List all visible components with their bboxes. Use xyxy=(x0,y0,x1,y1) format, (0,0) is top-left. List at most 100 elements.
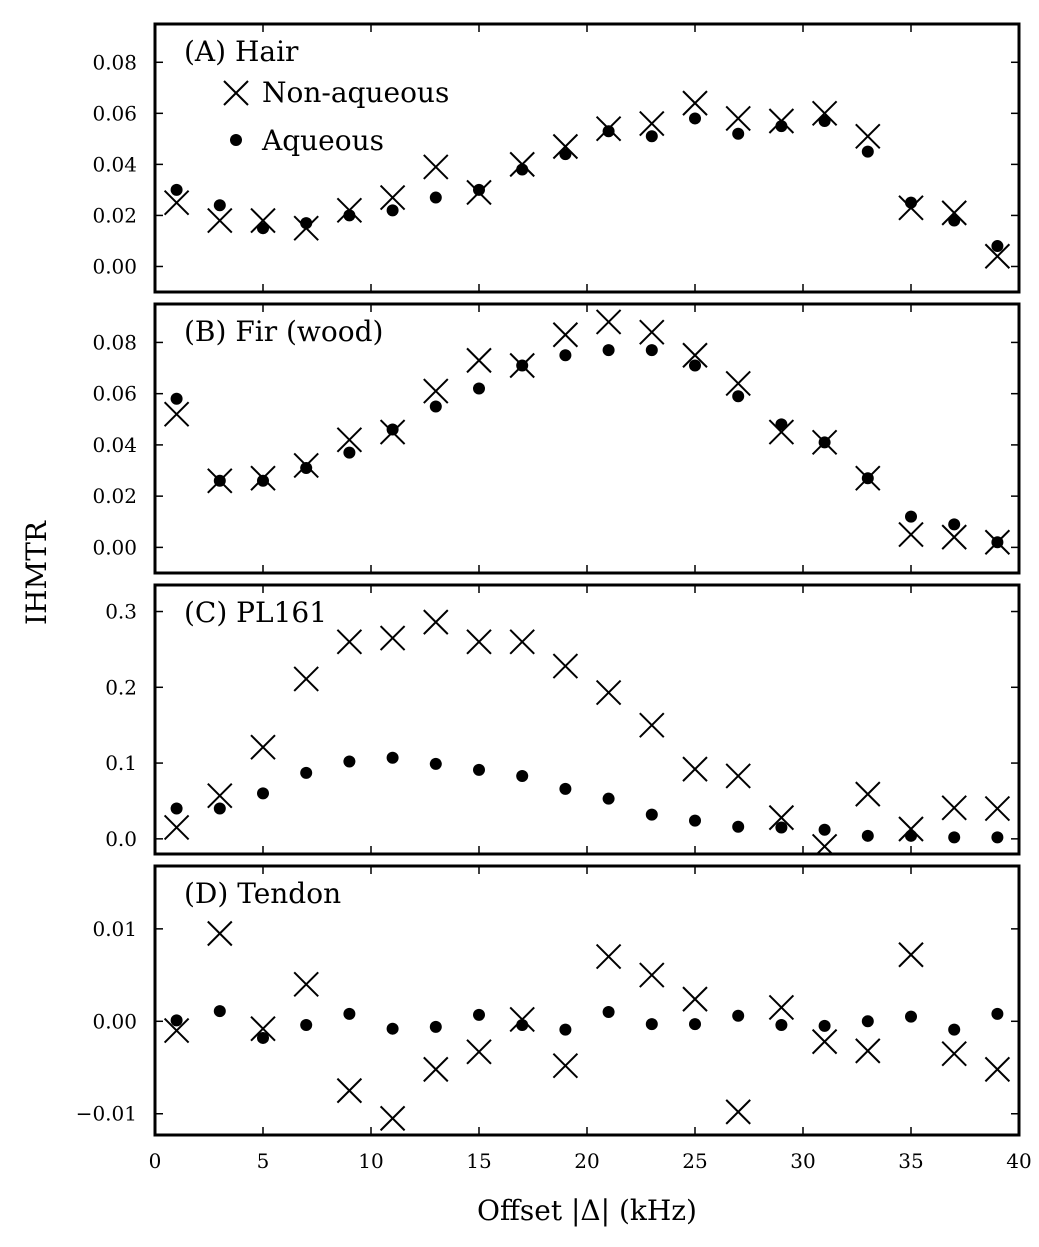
y-tick-label: 0.3 xyxy=(105,600,137,624)
y-tick-label: 0.02 xyxy=(92,203,137,227)
aqueous-point xyxy=(602,344,615,357)
non-aqueous-point xyxy=(336,427,363,453)
aqueous-point xyxy=(602,125,615,138)
aqueous-point xyxy=(645,344,658,357)
aqueous-point xyxy=(170,183,183,196)
aqueous-point xyxy=(861,472,874,485)
non-aqueous-point xyxy=(682,342,708,368)
y-tick-label: 0.06 xyxy=(92,382,137,406)
non-aqueous-point xyxy=(250,207,276,234)
non-aqueous-point xyxy=(984,243,1011,269)
non-aqueous-point xyxy=(941,795,967,821)
y-tick-label: 0.08 xyxy=(92,330,137,354)
aqueous-point xyxy=(559,1023,572,1036)
aqueous-point xyxy=(991,536,1004,549)
aqueous-point xyxy=(343,1007,356,1020)
panel-0: 0.00 0.02 0.04 0.06 0.08 (A) Hair xyxy=(92,22,1021,294)
non-aqueous-point xyxy=(379,1105,406,1132)
legend-aqueous-label: Aqueous xyxy=(261,124,384,157)
aqueous-point xyxy=(213,199,226,212)
aqueous-point xyxy=(818,436,831,449)
non-aqueous-point xyxy=(595,679,622,706)
non-aqueous-point xyxy=(595,943,622,970)
aqueous-point xyxy=(905,829,917,842)
non-aqueous-point xyxy=(379,184,406,211)
panel-3: 0 5 10 15 20 25 30 35 40 −0.01 0.00 0.01 (D) Tendon xyxy=(76,864,1032,1173)
non-aqueous-point xyxy=(466,629,492,655)
non-aqueous-point xyxy=(855,1038,881,1064)
non-aqueous-point xyxy=(682,986,708,1012)
non-aqueous-point xyxy=(163,1017,190,1044)
non-aqueous-point xyxy=(682,90,708,116)
non-aqueous-point xyxy=(682,756,708,782)
aqueous-point xyxy=(905,196,917,209)
non-aqueous-point xyxy=(639,962,665,988)
x-tick-label: 10 xyxy=(358,1149,383,1173)
aqueous-point xyxy=(818,114,831,127)
data-marks xyxy=(163,90,1011,269)
aqueous-point xyxy=(429,400,442,413)
aqueous-point xyxy=(732,1009,745,1022)
x-tick-label: 25 xyxy=(682,1149,707,1173)
panel-frame xyxy=(153,22,1021,294)
aqueous-point xyxy=(257,1031,269,1044)
non-aqueous-point xyxy=(984,1056,1011,1083)
aqueous-point xyxy=(602,792,615,805)
non-aqueous-point xyxy=(855,123,881,150)
aqueous-point xyxy=(386,423,399,436)
legend: Non-aqueous Aqueous xyxy=(223,76,449,157)
y-tick-label: 0.02 xyxy=(92,484,137,508)
aqueous-point xyxy=(775,120,788,133)
aqueous-point xyxy=(257,787,269,800)
non-aqueous-point xyxy=(163,814,190,841)
aqueous-point xyxy=(689,112,701,125)
aqueous-point xyxy=(213,802,226,815)
aqueous-point xyxy=(516,769,529,782)
aqueous-point xyxy=(257,222,269,235)
aqueous-point xyxy=(473,1008,485,1021)
legend-x-glyph xyxy=(223,80,249,106)
aqueous-point xyxy=(645,1018,658,1031)
non-aqueous-point xyxy=(552,653,579,679)
non-aqueous-point xyxy=(811,833,838,854)
non-aqueous-point xyxy=(941,200,967,226)
aqueous-point xyxy=(429,191,442,204)
non-aqueous-point xyxy=(768,419,795,445)
y-tick-label: 0.1 xyxy=(105,751,137,775)
aqueous-point xyxy=(905,1010,917,1023)
y-tick-label: 0.08 xyxy=(92,50,137,74)
legend-non-aqueous-marker xyxy=(223,80,249,106)
aqueous-point xyxy=(429,1020,442,1033)
non-aqueous-point xyxy=(898,942,924,968)
non-aqueous-point xyxy=(423,154,449,180)
non-aqueous-point xyxy=(207,207,233,234)
panel-title: (A) Hair xyxy=(184,35,299,68)
aqueous-point xyxy=(732,127,745,140)
non-aqueous-point xyxy=(725,370,751,397)
non-aqueous-point xyxy=(552,133,579,160)
non-aqueous-point xyxy=(725,1099,751,1125)
non-aqueous-point xyxy=(293,971,319,998)
aqueous-point xyxy=(861,145,874,158)
aqueous-point xyxy=(775,1018,788,1031)
y-tick-label: 0.00 xyxy=(92,535,137,559)
non-aqueous-point xyxy=(293,666,319,692)
panel-title: (C) PL161 xyxy=(184,596,327,629)
y-tick-label: 0.2 xyxy=(105,675,137,699)
non-aqueous-point xyxy=(379,625,406,651)
non-aqueous-point xyxy=(423,1056,449,1083)
panel-frame xyxy=(153,864,1021,1137)
aqueous-point xyxy=(818,823,831,836)
non-aqueous-point xyxy=(336,629,363,655)
non-aqueous-point xyxy=(898,521,924,548)
aqueous-point xyxy=(257,474,269,487)
aqueous-point xyxy=(170,802,183,815)
aqueous-point xyxy=(861,829,874,842)
aqueous-point xyxy=(948,831,961,844)
aqueous-point xyxy=(948,1023,961,1036)
y-tick-label: 0.04 xyxy=(92,433,137,457)
aqueous-point xyxy=(386,1022,399,1035)
aqueous-point xyxy=(170,392,183,405)
y-tick-label: 0.00 xyxy=(92,1009,137,1033)
x-tick-label: 15 xyxy=(466,1149,491,1173)
